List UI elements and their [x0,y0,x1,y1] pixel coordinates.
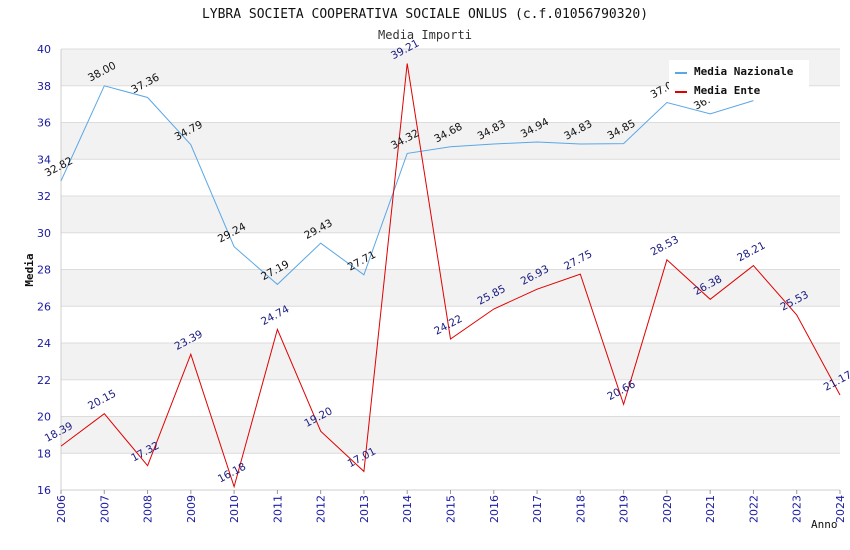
data-label-media-ente: 28.21 [735,240,767,265]
y-tick-label: 24 [37,337,51,350]
x-tick-label: 2014 [401,495,414,523]
y-tick-label: 22 [37,374,51,387]
legend-label-media-ente: Media Ente [694,84,761,97]
series-group [60,63,841,489]
x-tick-label: 2018 [574,495,587,523]
x-tick-label: 2007 [98,495,111,523]
x-tick-label: 2009 [185,495,198,523]
x-axis-label: Anno [811,518,838,531]
y-tick-label: 30 [37,227,51,240]
y-axis-label: Media [23,253,36,286]
y-tick-label: 40 [37,43,51,56]
y-tick-label: 28 [37,264,51,277]
chart-title: LYBRA SOCIETA COOPERATIVA SOCIALE ONLUS … [202,7,648,22]
data-label-media-ente: 24.22 [432,313,464,338]
x-tick-label: 2022 [747,495,760,523]
legend-box [669,60,809,100]
data-label-media-ente: 24.74 [259,303,291,328]
legend: Media Nazionale Media Ente [669,60,809,100]
x-tick-label: 2011 [271,495,284,523]
x-tick-label: 2013 [358,495,371,523]
x-tick-label: 2006 [55,495,68,523]
x-axis-ticks: 2006 2007 2008 2009 2010 2011 2012 2013 2014 2015… [55,490,847,523]
x-tick-label: 2021 [704,495,717,523]
y-tick-label: 20 [37,411,51,424]
grid-band [61,416,840,454]
y-tick-label: 18 [37,447,51,460]
x-tick-label: 2008 [142,495,155,523]
y-tick-label: 16 [37,484,51,497]
y-tick-label: 26 [37,300,51,313]
series-line-media-ente [60,63,841,489]
grid-band [61,196,840,233]
legend-label-media-nazionale: Media Nazionale [694,65,794,78]
x-tick-label: 2023 [791,495,804,523]
y-tick-label: 38 [37,80,51,93]
series-line-media-nazionale [60,85,754,286]
grid-band [61,122,840,160]
x-tick-label: 2015 [445,495,458,523]
data-label-media-ente: 20.15 [86,388,118,413]
x-tick-label: 2024 [834,495,847,523]
x-tick-label: 2012 [315,495,328,523]
grid-band [61,269,840,307]
x-tick-label: 2017 [531,495,544,523]
x-tick-label: 2010 [228,495,241,523]
grid-band [61,343,840,380]
y-axis-ticks: 16 18 20 22 24 26 28 30 32 34 36 38 40 [37,43,51,497]
y-tick-label: 36 [37,117,51,130]
x-tick-label: 2020 [661,495,674,523]
chart-subtitle: Media Importi [378,28,472,42]
x-tick-label: 2019 [618,495,631,523]
data-label-media-ente: 28.53 [649,234,681,259]
y-tick-label: 34 [37,153,51,166]
y-tick-label: 32 [37,190,51,203]
x-tick-label: 2016 [488,495,501,523]
